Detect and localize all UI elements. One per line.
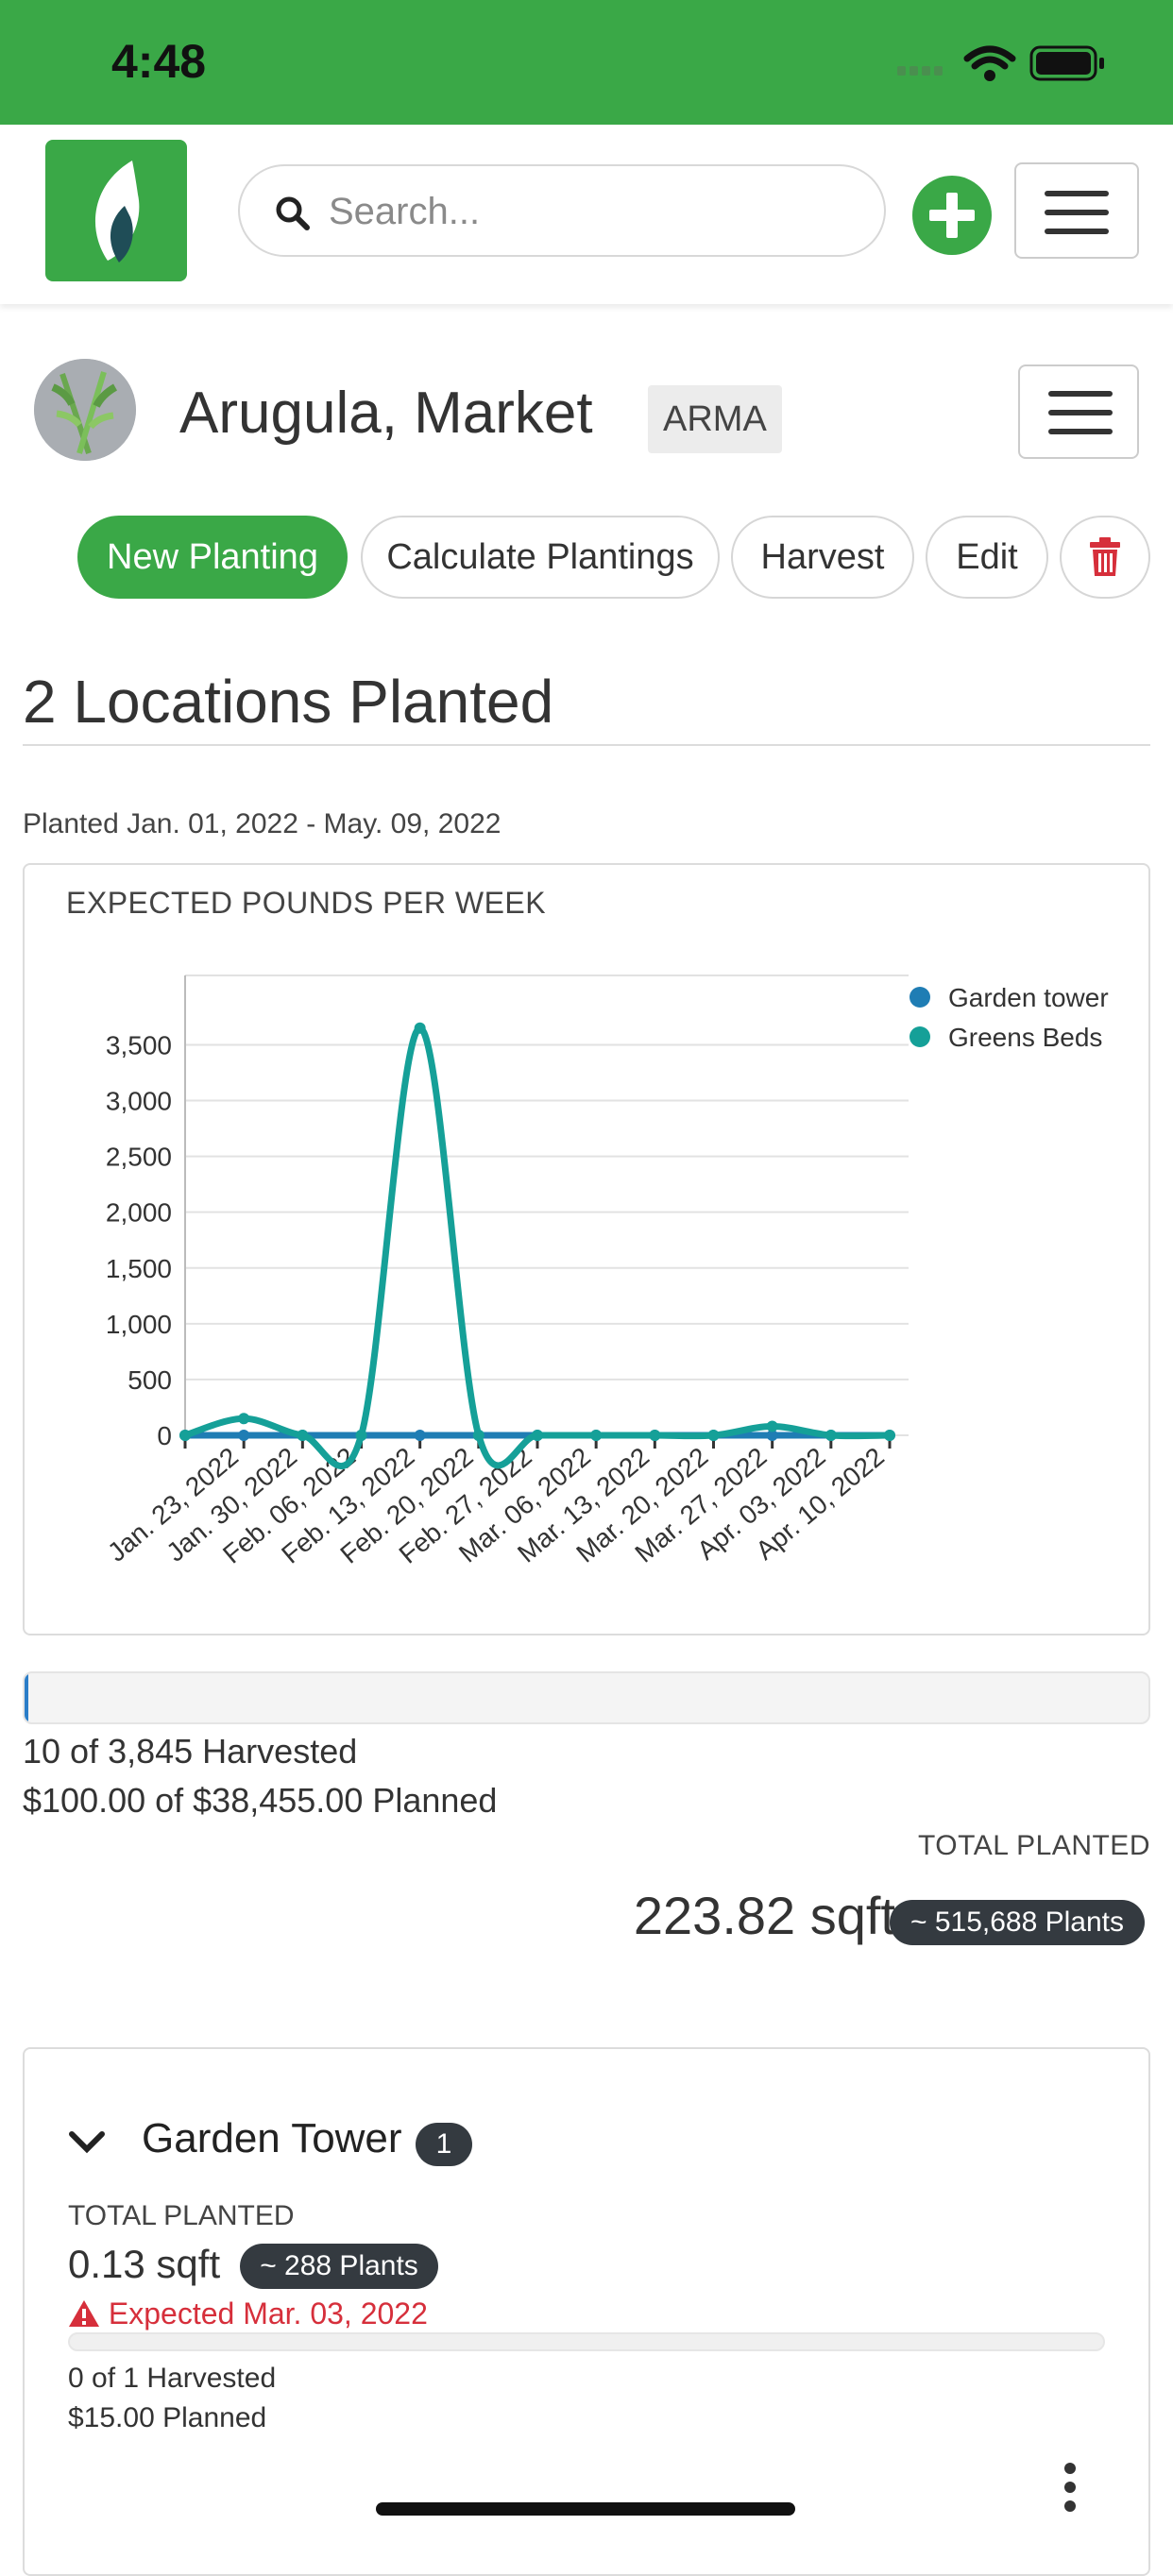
hamburger-icon-bar — [1045, 229, 1109, 234]
series-point-1 — [414, 1022, 426, 1034]
series-point-1 — [590, 1430, 603, 1441]
battery-icon — [1029, 45, 1104, 81]
home-indicator[interactable] — [376, 2502, 795, 2516]
legend-label: Garden tower — [948, 983, 1109, 1012]
plus-circle-icon — [912, 176, 992, 255]
total-planted-label: TOTAL PLANTED — [917, 1830, 1150, 1861]
trash-icon — [1090, 537, 1120, 576]
location-area: 0.13 sqft — [68, 2242, 221, 2286]
chevron-down-icon[interactable] — [68, 2128, 106, 2155]
divider — [23, 744, 1150, 746]
status-bar: 4:48 — [0, 0, 1173, 125]
location-name[interactable]: Garden Tower — [142, 2115, 402, 2161]
location-planned-amount: $15.00 Planned — [68, 2402, 267, 2433]
series-point-0 — [766, 1430, 778, 1441]
status-icons — [890, 42, 1173, 89]
y-tick-label: 2,000 — [106, 1198, 172, 1228]
wifi-icon — [963, 45, 1016, 81]
series-point-1 — [238, 1413, 250, 1425]
location-plants-badge: ~ 288 Plants — [240, 2244, 438, 2289]
edit-button[interactable]: Edit — [926, 516, 1048, 599]
location-count-badge: 1 — [416, 2123, 472, 2166]
arugula-image-icon — [34, 359, 136, 461]
y-tick-label: 3,000 — [106, 1087, 172, 1116]
hamburger-icon-bar — [1048, 391, 1113, 397]
legend-marker — [910, 1026, 930, 1047]
crop-code-badge: ARMA — [648, 385, 782, 453]
hamburger-icon-bar — [1045, 191, 1109, 196]
delete-button[interactable] — [1060, 516, 1150, 599]
expected-date-text: Expected Mar. 03, 2022 — [108, 2296, 428, 2330]
total-plants-badge: ~ 515,688 Plants — [890, 1900, 1145, 1945]
planned-amount: $100.00 of $38,455.00 Planned — [23, 1781, 498, 1820]
harvest-progress-fill — [25, 1673, 28, 1722]
top-header — [0, 125, 1173, 304]
app-logo[interactable] — [45, 140, 187, 281]
search-input[interactable] — [327, 183, 859, 240]
series-point-1 — [179, 1430, 191, 1441]
calculate-plantings-button[interactable]: Calculate Plantings — [361, 516, 720, 599]
y-tick-label: 0 — [157, 1421, 172, 1450]
expected-pounds-chart: EXPECTED POUNDS PER WEEK 0 500 1,000 1,500 2… — [23, 863, 1150, 1635]
crop-menu-button[interactable] — [1018, 364, 1139, 459]
warning-icon — [69, 2300, 99, 2327]
series-point-1 — [472, 1430, 484, 1441]
new-planting-button[interactable]: New Planting — [77, 516, 348, 599]
series-point-1 — [707, 1430, 720, 1441]
series-point-1 — [884, 1430, 895, 1441]
y-tick-label: 2,500 — [106, 1143, 172, 1172]
crop-avatar — [34, 359, 136, 461]
y-tick-label: 3,500 — [106, 1030, 172, 1059]
legend-marker — [910, 987, 930, 1008]
more-options-icon[interactable] — [1056, 2459, 1084, 2516]
harvest-button[interactable]: Harvest — [731, 516, 914, 599]
crop-title: Arugula, Market — [179, 381, 593, 446]
hamburger-icon-bar — [1048, 429, 1113, 434]
location-total-label: TOTAL PLANTED — [68, 2200, 295, 2231]
location-harvested-count: 0 of 1 Harvested — [68, 2363, 277, 2394]
chart-title: EXPECTED POUNDS PER WEEK — [66, 886, 547, 920]
leaf-logo-icon — [94, 161, 140, 263]
search-icon — [276, 196, 310, 230]
series-point-1 — [532, 1430, 543, 1441]
hamburger-icon-bar — [1048, 410, 1113, 415]
series-line-1 — [183, 1025, 891, 1469]
add-button[interactable] — [912, 176, 992, 255]
series-point-1 — [355, 1430, 367, 1441]
hamburger-icon-bar — [1045, 210, 1109, 215]
main-menu-button[interactable] — [1014, 162, 1139, 259]
legend-label: Greens Beds — [948, 1023, 1102, 1052]
y-tick-label: 1,500 — [106, 1254, 172, 1283]
locations-planted-heading: 2 Locations Planted — [23, 668, 554, 736]
search-box — [238, 164, 886, 257]
series-point-1 — [649, 1430, 661, 1441]
harvested-count: 10 of 3,845 Harvested — [23, 1732, 358, 1771]
location-progress-bar — [68, 2332, 1105, 2351]
harvest-progress-bar — [23, 1671, 1150, 1724]
location-card-garden-tower: Garden Tower 1 TOTAL PLANTED 0.13 sqft ~… — [23, 2047, 1150, 2576]
y-tick-label: 500 — [128, 1365, 172, 1395]
total-planted-area: 223.82 sqft — [633, 1886, 895, 1945]
series-point-0 — [238, 1430, 250, 1441]
expected-date-warning: Expected Mar. 03, 2022 — [68, 2296, 428, 2331]
cellular-signal-icon — [897, 45, 1104, 81]
y-tick-label: 1,000 — [106, 1310, 172, 1339]
status-time: 4:48 — [111, 35, 207, 88]
series-point-0 — [414, 1430, 426, 1441]
series-point-1 — [766, 1420, 778, 1432]
series-point-1 — [824, 1430, 837, 1441]
series-point-1 — [297, 1430, 309, 1441]
planted-date-range: Planted Jan. 01, 2022 - May. 09, 2022 — [23, 808, 502, 839]
